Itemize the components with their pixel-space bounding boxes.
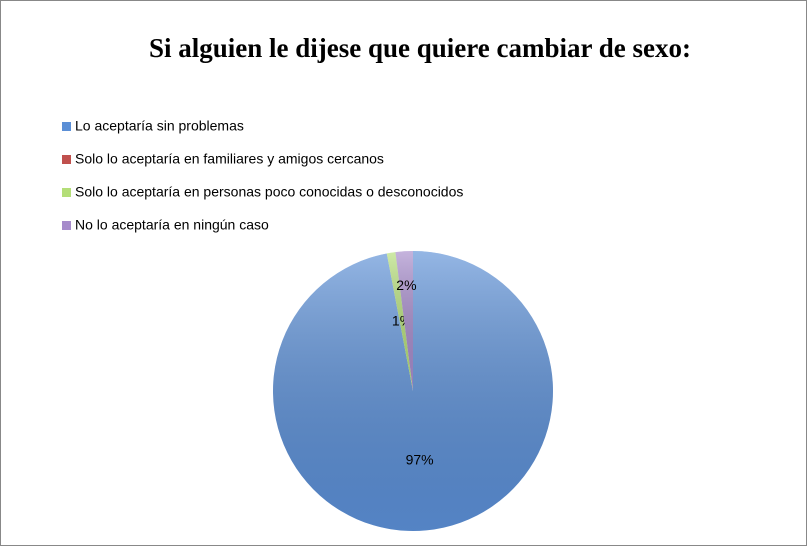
data-label: 2% xyxy=(396,277,416,293)
legend-swatch xyxy=(62,221,71,230)
legend-label: Solo lo aceptaría en familiares y amigos… xyxy=(75,151,384,167)
pie-slice-shade xyxy=(386,252,413,391)
chart-title: Si alguien le dijese que quiere cambiar … xyxy=(149,33,691,63)
legend-swatch xyxy=(62,155,71,164)
pie-slice-shade xyxy=(395,251,413,391)
legend-label: Solo lo aceptaría en personas poco conoc… xyxy=(75,184,463,200)
pie-slice-shade xyxy=(272,251,553,531)
legend-swatch xyxy=(62,188,71,197)
data-label: 97% xyxy=(406,451,434,467)
legend-swatch xyxy=(62,122,71,131)
legend-label: No lo aceptaría en ningún caso xyxy=(75,217,269,233)
legend-label: Lo aceptaría sin problemas xyxy=(75,118,244,134)
